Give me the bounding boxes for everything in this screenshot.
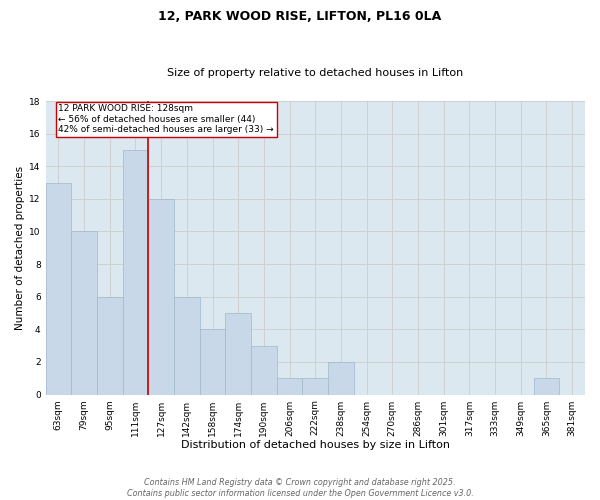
Bar bbox=[251, 346, 277, 395]
Bar bbox=[174, 296, 200, 394]
Bar bbox=[302, 378, 328, 394]
Bar bbox=[46, 182, 71, 394]
Bar bbox=[328, 362, 354, 394]
Bar bbox=[148, 199, 174, 394]
Y-axis label: Number of detached properties: Number of detached properties bbox=[15, 166, 25, 330]
X-axis label: Distribution of detached houses by size in Lifton: Distribution of detached houses by size … bbox=[181, 440, 450, 450]
Bar bbox=[533, 378, 559, 394]
Bar bbox=[97, 296, 122, 394]
Text: Contains HM Land Registry data © Crown copyright and database right 2025.
Contai: Contains HM Land Registry data © Crown c… bbox=[127, 478, 473, 498]
Bar bbox=[277, 378, 302, 394]
Bar bbox=[71, 232, 97, 394]
Bar bbox=[200, 330, 226, 394]
Text: 12, PARK WOOD RISE, LIFTON, PL16 0LA: 12, PARK WOOD RISE, LIFTON, PL16 0LA bbox=[158, 10, 442, 23]
Bar bbox=[122, 150, 148, 394]
Text: 12 PARK WOOD RISE: 128sqm
← 56% of detached houses are smaller (44)
42% of semi-: 12 PARK WOOD RISE: 128sqm ← 56% of detac… bbox=[58, 104, 274, 134]
Title: Size of property relative to detached houses in Lifton: Size of property relative to detached ho… bbox=[167, 68, 463, 78]
Bar bbox=[226, 313, 251, 394]
